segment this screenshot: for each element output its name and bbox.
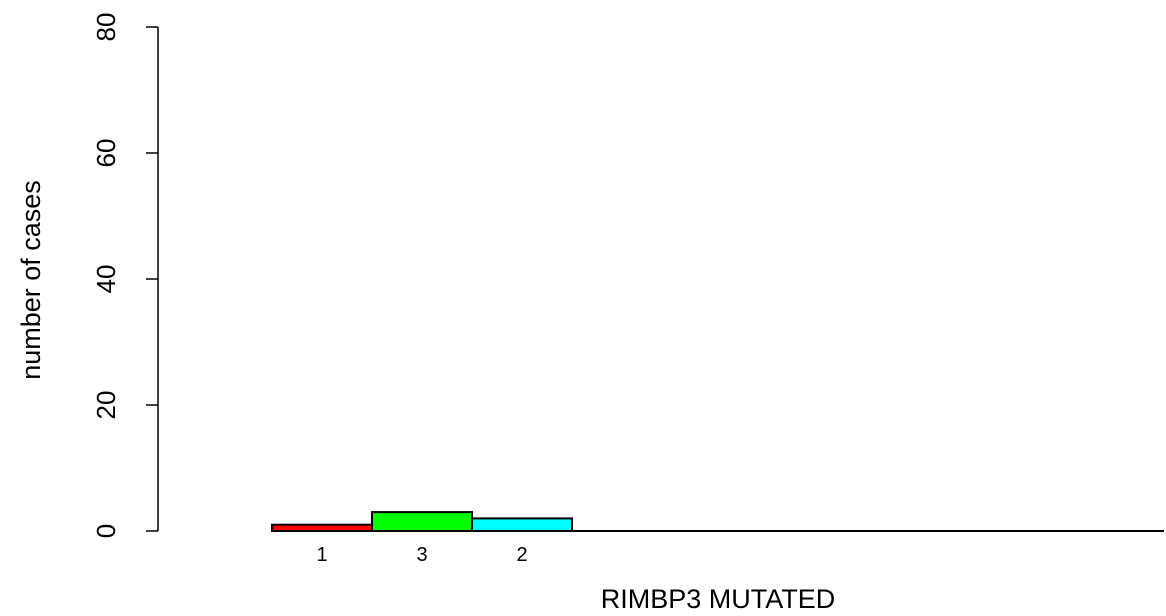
y-tick-label: 20: [91, 391, 121, 420]
y-tick-label: 0: [91, 524, 121, 538]
y-axis-title: number of cases: [16, 180, 46, 380]
bars: [271, 511, 573, 533]
x-axis-title: RIMBP3 MUTATED: [601, 584, 836, 614]
bar-1: [271, 523, 373, 533]
category-label: 2: [516, 544, 527, 566]
bar-3: [371, 511, 473, 532]
bar-2: [471, 517, 573, 533]
y-axis: 0 20 40 60 80: [91, 13, 159, 538]
category-label: 1: [316, 544, 327, 566]
y-tick-label: 80: [91, 13, 121, 42]
y-tick-label: 40: [91, 265, 121, 294]
category-label: 3: [416, 544, 427, 566]
y-tick-label: 60: [91, 139, 121, 168]
category-labels: 1 3 2: [316, 544, 527, 566]
